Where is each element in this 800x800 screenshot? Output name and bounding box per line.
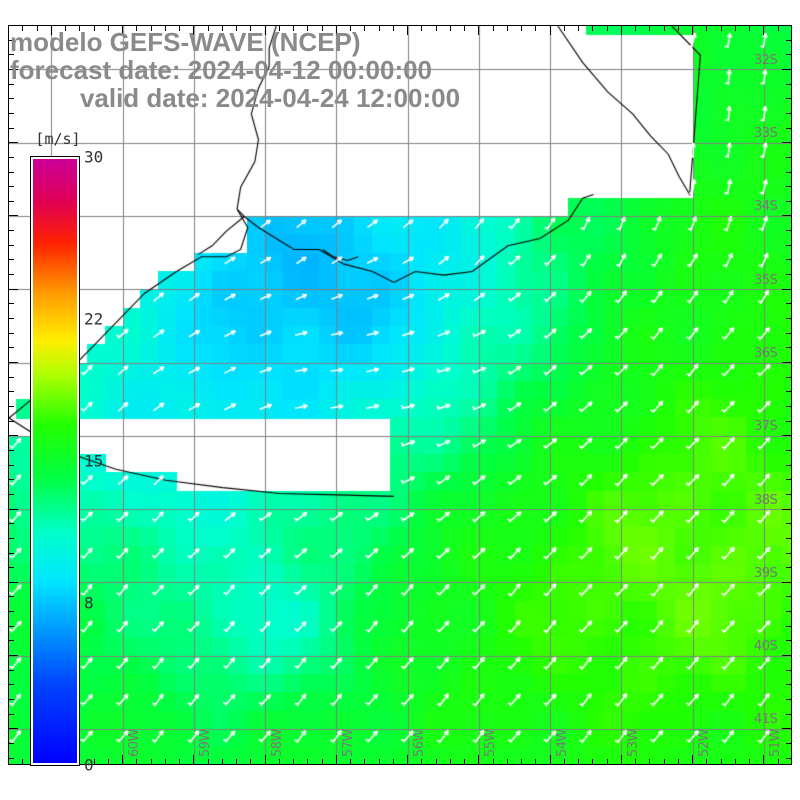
lon-label-54W: 54W bbox=[554, 729, 570, 757]
colorbar-tick-0: 0 bbox=[84, 755, 94, 775]
windspeed-heatmap-canvas bbox=[9, 26, 791, 764]
colorbar-tick-30: 30 bbox=[84, 147, 104, 167]
lat-label-37S: 37S bbox=[754, 419, 778, 435]
lat-label-32S: 32S bbox=[754, 52, 778, 68]
colorbar bbox=[30, 156, 80, 766]
lat-label-34S: 34S bbox=[754, 199, 778, 215]
lat-label-35S: 35S bbox=[754, 272, 778, 288]
lat-label-33S: 33S bbox=[754, 126, 778, 142]
lon-label-60W: 60W bbox=[127, 729, 143, 757]
lon-label-57W: 57W bbox=[340, 729, 356, 757]
data-layer bbox=[9, 26, 791, 764]
colorbar-tick-22: 22 bbox=[84, 309, 104, 329]
colorbar-tick-8: 8 bbox=[84, 593, 94, 613]
lon-label-56W: 56W bbox=[412, 729, 428, 757]
lon-label-59W: 59W bbox=[198, 729, 214, 757]
lat-label-40S: 40S bbox=[754, 639, 778, 655]
lon-label-58W: 58W bbox=[269, 729, 285, 757]
lat-label-41S: 41S bbox=[754, 712, 778, 728]
lat-label-38S: 38S bbox=[754, 492, 778, 508]
lon-label-53W: 53W bbox=[625, 729, 641, 757]
lon-label-55W: 55W bbox=[483, 729, 499, 757]
map-plot-area[interactable] bbox=[8, 25, 792, 765]
lon-label-52W: 52W bbox=[697, 729, 713, 757]
colorbar-unit-label: [m/s] bbox=[35, 130, 81, 148]
colorbar-gradient bbox=[30, 156, 80, 766]
colorbar-tick-15: 15 bbox=[84, 451, 104, 471]
lon-label-51W: 51W bbox=[768, 729, 784, 757]
lat-label-39S: 39S bbox=[754, 565, 778, 581]
lat-label-36S: 36S bbox=[754, 346, 778, 362]
